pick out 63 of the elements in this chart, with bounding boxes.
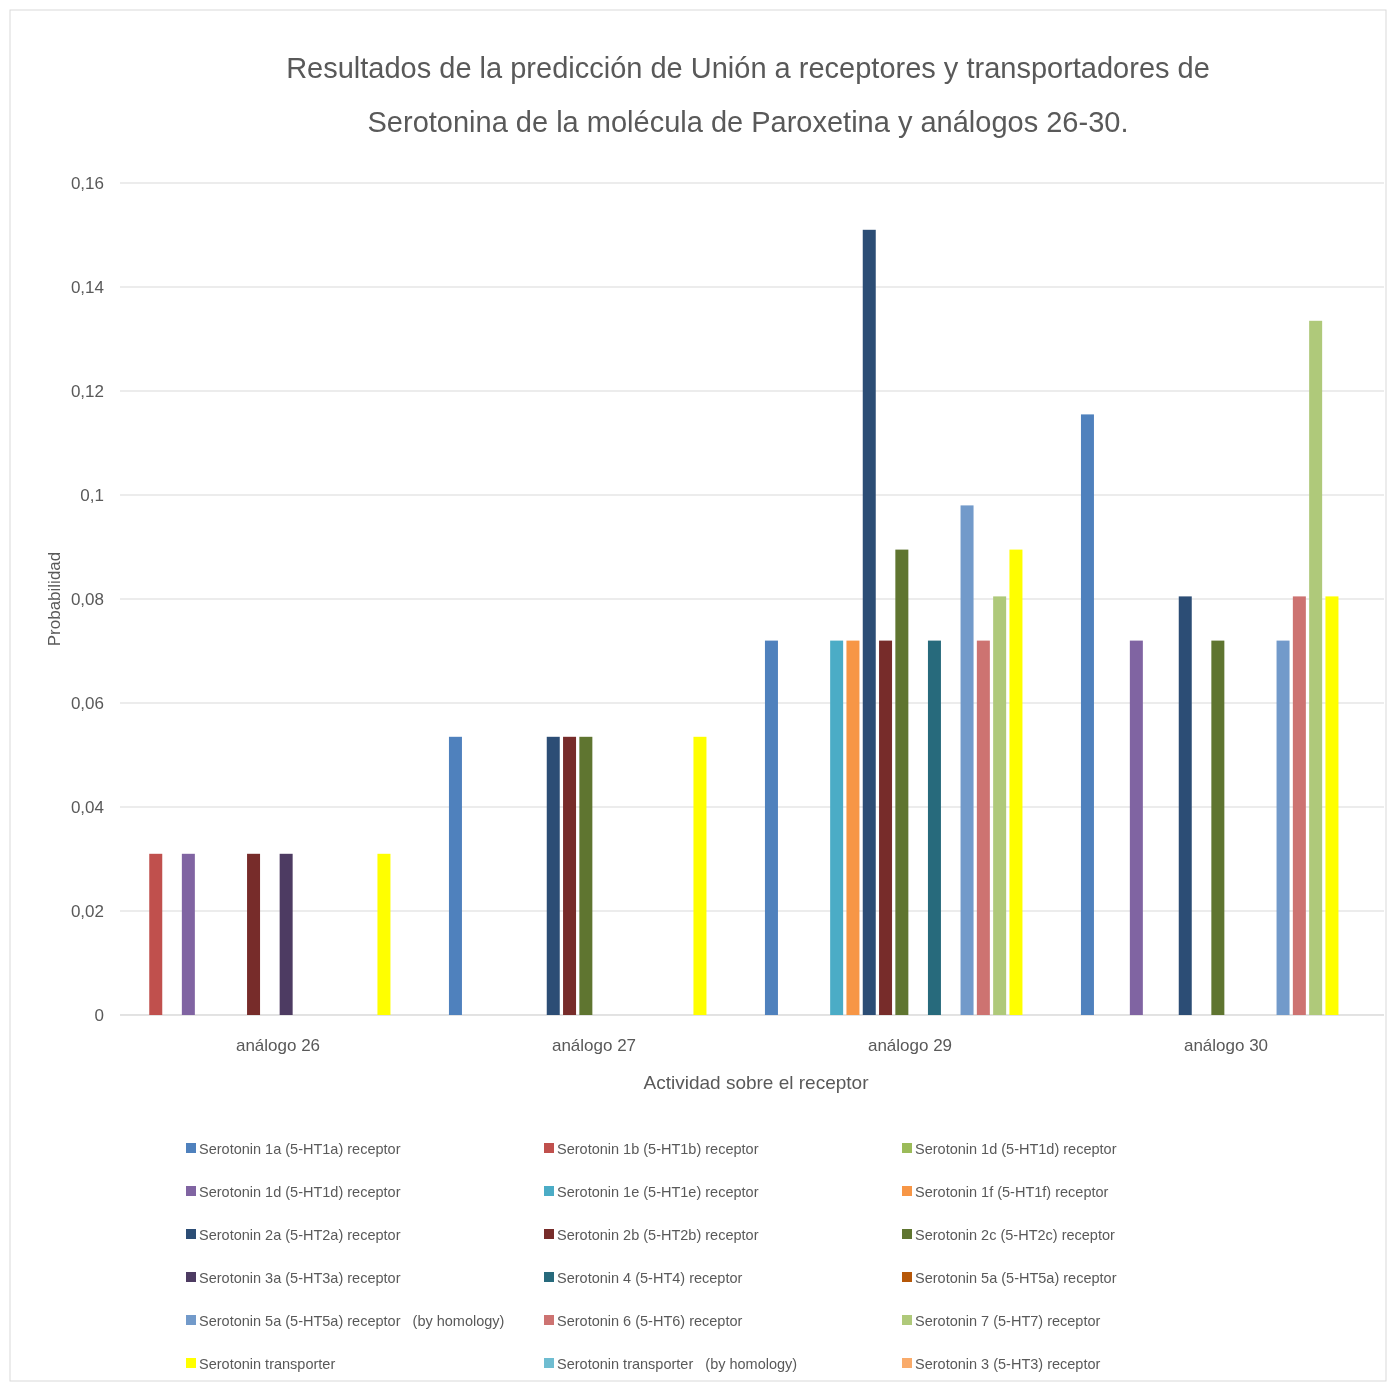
y-axis-title: Probabilidad	[45, 551, 64, 647]
x-tick-label: análogo 26	[235, 1036, 321, 1055]
legend-label: Serotonin 6 (5-HT6) receptor	[557, 1313, 743, 1329]
bar	[830, 640, 844, 1015]
legend-label: Serotonin 5a (5-HT5a) receptor (by homology)	[199, 1313, 505, 1329]
x-axis-title: Actividad sobre el receptor	[643, 1072, 870, 1093]
bar	[1292, 596, 1306, 1015]
bar	[927, 640, 941, 1015]
bar	[960, 505, 974, 1015]
bar	[279, 853, 293, 1015]
y-tick-label: 0,16	[70, 174, 104, 193]
bar	[1325, 596, 1339, 1015]
bar	[862, 229, 876, 1015]
bar	[846, 640, 860, 1015]
legend-label: Serotonin 2a (5-HT2a) receptor	[199, 1227, 401, 1243]
x-tick-label: análogo 29	[867, 1036, 953, 1055]
bar	[1178, 596, 1192, 1015]
bar	[976, 640, 990, 1015]
x-tick-label: análogo 27	[551, 1036, 637, 1055]
legend-label: Serotonin 1d (5-HT1d) receptor	[199, 1184, 401, 1200]
bar	[1129, 640, 1143, 1015]
bar	[247, 853, 261, 1015]
bar	[448, 736, 462, 1015]
y-tick-label: 0,1	[80, 486, 104, 505]
bar	[563, 736, 577, 1015]
bar	[377, 853, 391, 1015]
bar	[993, 596, 1007, 1015]
bar	[1276, 640, 1290, 1015]
legend-label: Serotonin 1e (5-HT1e) receptor	[557, 1184, 759, 1200]
bar	[879, 640, 893, 1015]
y-tick-label: 0,14	[70, 278, 104, 297]
legend-label: Serotonin transporter	[199, 1356, 336, 1372]
bar	[181, 853, 195, 1015]
legend-label: Serotonin 1d (5-HT1d) receptor	[915, 1141, 1117, 1157]
y-tick-label: 0,04	[70, 798, 104, 817]
bar	[546, 736, 560, 1015]
bar	[149, 853, 163, 1015]
chart-title: Resultados de la predicción de Unión a receptores y transportadores de Serotonina de la molécula de Paroxetina y análogos 26-30.	[286, 52, 1210, 138]
bar	[895, 549, 909, 1015]
legend-label: Serotonin 1a (5-HT1a) receptor	[199, 1141, 401, 1157]
legend-label: Serotonin 1f (5-HT1f) receptor	[915, 1184, 1109, 1200]
bar	[1009, 549, 1023, 1015]
y-tick-label: 0,08	[70, 590, 104, 609]
bar	[579, 736, 593, 1015]
legend-label: Serotonin 5a (5-HT5a) receptor	[915, 1270, 1117, 1286]
y-tick-label: 0	[94, 1006, 104, 1025]
bar	[693, 736, 707, 1015]
legend-label: Serotonin 7 (5-HT7) receptor	[915, 1313, 1101, 1329]
y-tick-label: 0,06	[70, 694, 104, 713]
legend-label: Serotonin 3a (5-HT3a) receptor	[199, 1270, 401, 1286]
bar	[764, 640, 778, 1015]
x-tick-label: análogo 30	[1183, 1036, 1269, 1055]
legend-label: Serotonin 2b (5-HT2b) receptor	[557, 1227, 759, 1243]
legend-label: Serotonin 3 (5-HT3) receptor	[915, 1356, 1101, 1372]
legend-label: Serotonin 1b (5-HT1b) receptor	[557, 1141, 759, 1157]
legend-label: Serotonin 2c (5-HT2c) receptor	[915, 1227, 1116, 1243]
bar	[1211, 640, 1225, 1015]
legend-label: Serotonin 4 (5-HT4) receptor	[557, 1270, 743, 1286]
y-tick-label: 0,02	[70, 902, 104, 921]
legend-label: Serotonin transporter (by homology)	[557, 1356, 798, 1372]
y-tick-label: 0,12	[70, 382, 104, 401]
bar	[1309, 320, 1323, 1015]
bar	[1080, 414, 1094, 1015]
